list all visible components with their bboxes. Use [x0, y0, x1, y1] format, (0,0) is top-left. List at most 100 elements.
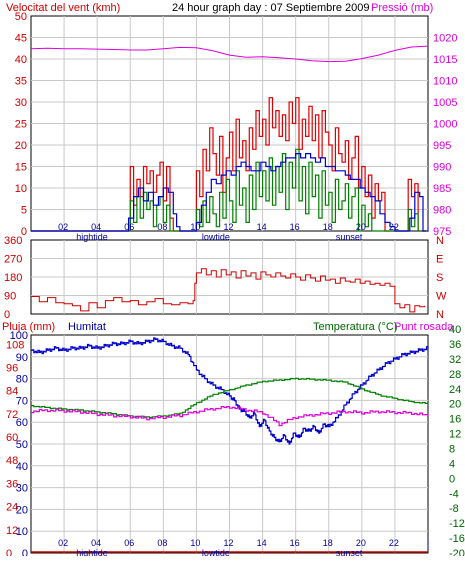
climate-x-tick-label: 18: [323, 538, 333, 548]
compass-label: N: [436, 309, 444, 321]
humidity-y-tick-label: 50: [16, 439, 28, 451]
direction-y-tick-label: 180: [4, 272, 22, 284]
temperature-y-tick-label: -12: [449, 518, 465, 530]
wind-x-tick-label: 04: [91, 222, 101, 232]
graph-title: 24 hour graph day : 07 Septiembre 2009: [172, 2, 370, 14]
wind-x-tick-label: 08: [157, 222, 167, 232]
wind-y-tick-label: 40: [15, 54, 27, 66]
wind-x-tick-label: 02: [58, 222, 68, 232]
wind-y-tick-label: 15: [15, 162, 27, 174]
humidity-y-tick-label: 70: [16, 395, 28, 407]
wind-x-tick-label: 20: [356, 222, 366, 232]
legend-dewpoint: Punt rosada: [394, 321, 454, 333]
wind-y-tick-label: 35: [15, 76, 27, 88]
climate-x-tick-label: |: [427, 538, 429, 548]
humidity-y-tick-label: 20: [16, 504, 28, 516]
rain-y-tick-label: 108: [6, 339, 24, 351]
humidity-y-tick-label: 90: [16, 352, 28, 364]
humidity-y-tick-label: 10: [16, 526, 28, 538]
rain-y-tick-label: 24: [6, 502, 18, 514]
temperature-y-tick-label: 24: [449, 384, 461, 396]
humidity-y-tick-label: 0: [22, 548, 28, 556]
compass-label: E: [436, 254, 443, 266]
legend-humidity: Humitat: [68, 321, 106, 333]
humidity-y-tick-label: 40: [16, 461, 28, 473]
wind-y-tick-label: 45: [15, 33, 27, 45]
rain-y-tick-label: 12: [6, 525, 18, 537]
pressure-title: Pressió (mb): [371, 2, 433, 14]
pressure-y-tick-label: 975: [433, 226, 451, 238]
climate-x-tick-label: 14: [257, 538, 267, 548]
wind-x-tick-label: 12: [224, 222, 234, 232]
temperature-y-tick-label: 40: [449, 324, 461, 336]
rain-y-tick-label: 36: [6, 478, 18, 490]
pressure-y-tick-label: 980: [433, 205, 451, 217]
pressure-y-tick-label: 1000: [433, 119, 457, 131]
rain-y-tick-label: 96: [6, 362, 18, 374]
wind-average-line: [31, 148, 427, 232]
pressure-y-tick-label: 985: [433, 183, 451, 195]
climate-x-tick-label: 10: [190, 538, 200, 548]
temperature-y-tick-label: -20: [449, 548, 465, 556]
direction-y-tick-label: 0: [4, 309, 10, 321]
wind-x-tick-label: |: [427, 222, 429, 232]
wind-speed-line: [31, 153, 427, 232]
wind-x-tick-label: 14: [257, 222, 267, 232]
climate-x-tick-label: 06: [124, 538, 134, 548]
temperature-y-tick-label: -4: [449, 488, 459, 500]
climate-tide-label: lowtide: [202, 548, 230, 556]
temperature-y-tick-label: 32: [449, 354, 461, 366]
legend-rain: Pluja (mm): [2, 321, 55, 333]
dewpoint-line: [31, 406, 429, 427]
wind-y-tick-label: 30: [15, 97, 27, 109]
wind-direction-line: [31, 268, 426, 313]
climate-x-tick-label: 12: [224, 538, 234, 548]
pressure-y-tick-label: 990: [433, 162, 451, 174]
wind-tide-label: sunset: [336, 232, 363, 242]
temperature-line: [31, 377, 429, 419]
wind-tide-label: hightide: [76, 232, 108, 242]
wind-y-tick-label: 25: [15, 119, 27, 131]
pressure-line: [30, 45, 429, 63]
wind-y-tick-label: 0: [21, 226, 27, 238]
wind-y-tick-label: 20: [15, 140, 27, 152]
wind-y-tick-label: 50: [15, 11, 27, 23]
pressure-y-tick-label: 1005: [433, 97, 457, 109]
rain-y-tick-label: 48: [6, 455, 18, 467]
temperature-y-tick-label: 8: [449, 443, 455, 455]
wind-gust-line: [31, 97, 427, 232]
humidity-y-tick-label: 60: [16, 417, 28, 429]
direction-y-tick-label: 360: [4, 235, 22, 247]
direction-y-tick-label: 270: [4, 254, 22, 266]
climate-x-tick-label: 22: [389, 538, 399, 548]
compass-label: W: [436, 291, 447, 303]
rain-y-tick-label: 60: [6, 432, 18, 444]
rain-y-tick-label: 72: [6, 409, 18, 421]
wind-title: Velocitat del vent (kmh): [6, 2, 120, 14]
temperature-y-tick-label: 36: [449, 339, 461, 351]
wind-x-tick-label: 06: [124, 222, 134, 232]
wind-x-tick-label: 10: [190, 222, 200, 232]
climate-x-tick-label: 16: [290, 538, 300, 548]
humidity-y-tick-label: 30: [16, 483, 28, 495]
direction-y-tick-label: 90: [4, 291, 16, 303]
temperature-y-tick-label: -8: [449, 503, 459, 515]
pressure-y-tick-label: 1010: [433, 76, 457, 88]
wind-x-tick-label: 16: [290, 222, 300, 232]
pressure-y-tick-label: 1020: [433, 33, 457, 45]
climate-x-tick-label: 20: [356, 538, 366, 548]
wind-y-tick-label: 10: [15, 183, 27, 195]
rain-y-tick-label: 0: [6, 548, 12, 556]
rain-y-tick-label: 84: [6, 386, 18, 398]
climate-x-tick-label: 04: [91, 538, 101, 548]
humidity-y-tick-label: 80: [16, 374, 28, 386]
humidity-y-tick-label: 100: [10, 330, 28, 342]
wind-x-tick-label: 18: [323, 222, 333, 232]
climate-x-tick-label: 02: [58, 538, 68, 548]
pressure-y-tick-label: 995: [433, 140, 451, 152]
temperature-y-tick-label: 20: [449, 399, 461, 411]
temperature-y-tick-label: 28: [449, 369, 461, 381]
pressure-y-tick-label: 1015: [433, 54, 457, 66]
climate-tide-label: hightide: [76, 548, 108, 556]
